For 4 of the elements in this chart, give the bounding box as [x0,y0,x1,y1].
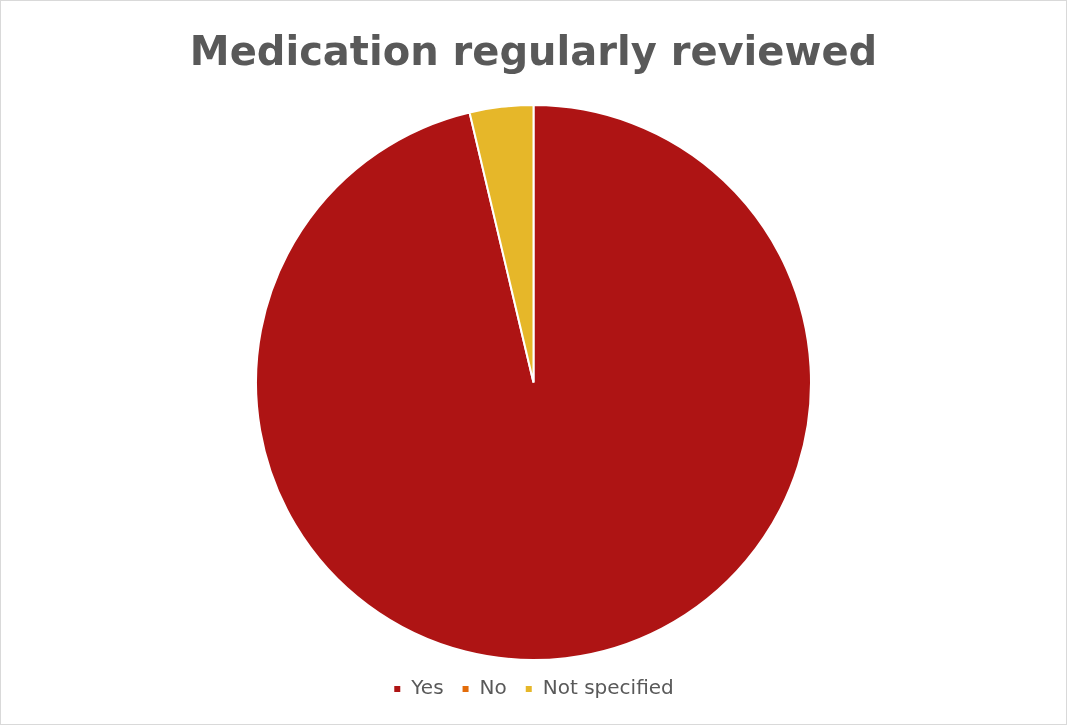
legend-label: Not specified [542,675,674,700]
chart-title: Medication regularly reviewed [189,28,878,75]
legend-label: Yes [410,675,444,700]
legend-label: No [479,675,507,700]
